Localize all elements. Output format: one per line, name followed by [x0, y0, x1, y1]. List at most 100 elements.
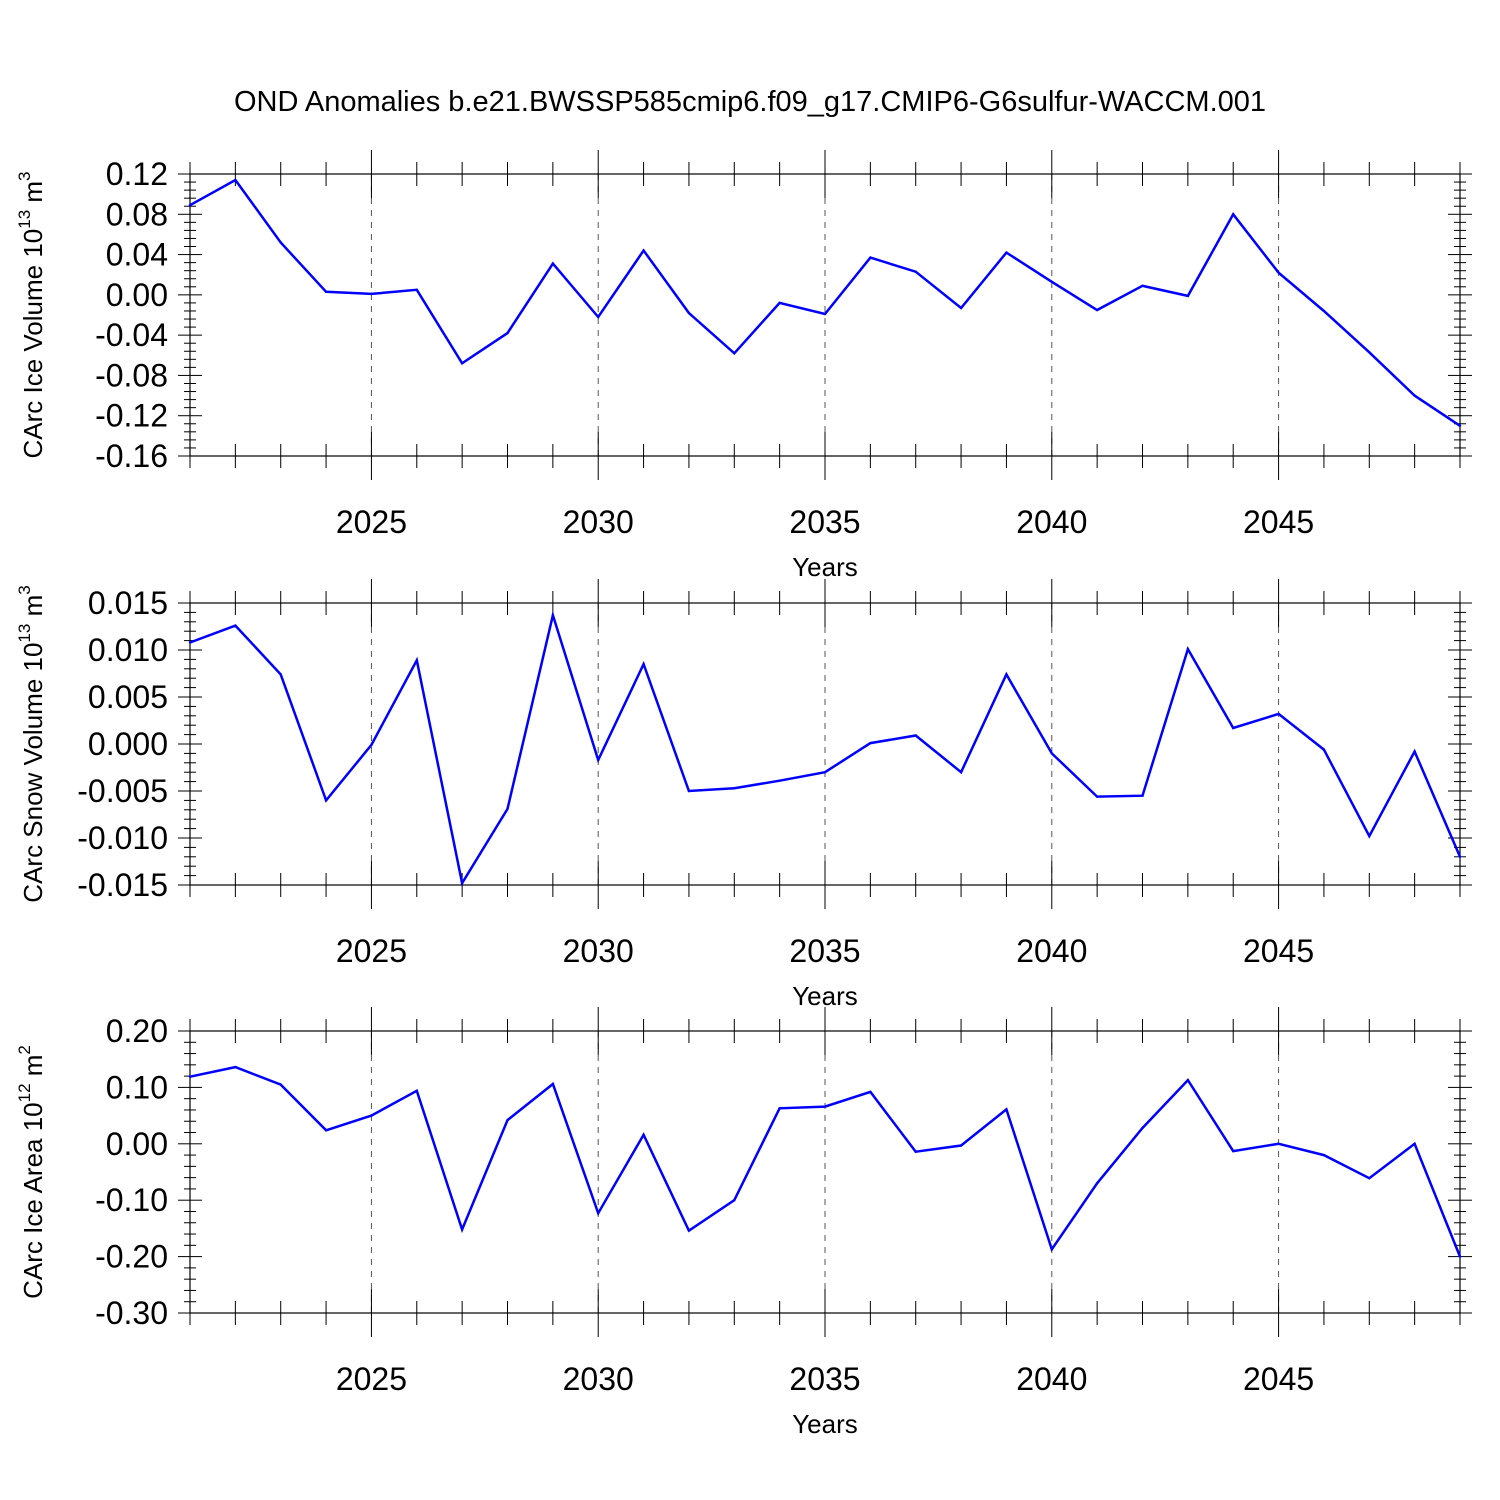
x-axis-title: Years	[792, 981, 858, 1011]
data-point	[1277, 712, 1280, 716]
data-point	[733, 1199, 736, 1202]
data-point	[1050, 280, 1053, 283]
data-point	[1186, 647, 1190, 651]
data-point	[1322, 309, 1326, 313]
data-point	[1458, 855, 1462, 858]
data-point	[506, 807, 509, 811]
data-point	[1005, 1108, 1008, 1111]
data-point	[823, 312, 827, 316]
y-tick-label: 0.20	[106, 1013, 168, 1049]
data-point	[1458, 424, 1462, 427]
data-point	[324, 799, 328, 802]
data-point	[324, 290, 328, 294]
data-point	[234, 624, 237, 627]
y-tick-label: -0.10	[95, 1182, 168, 1218]
data-point	[415, 288, 418, 292]
data-point	[1186, 294, 1190, 298]
data-point	[415, 1089, 418, 1092]
data-point	[551, 262, 555, 265]
x-tick-label: 2045	[1243, 504, 1314, 540]
x-tick-label: 2035	[789, 504, 860, 540]
data-point	[551, 1082, 555, 1086]
data-point	[778, 301, 781, 305]
x-tick-label: 2035	[789, 933, 860, 969]
y-tick-label: 0.015	[88, 585, 168, 621]
data-point	[1232, 213, 1235, 216]
data-point	[1005, 251, 1008, 254]
data-point	[959, 306, 963, 310]
data-point	[597, 315, 600, 319]
data-point	[1095, 795, 1099, 798]
y-tick-label: 0.12	[106, 156, 168, 192]
data-point	[1141, 284, 1144, 287]
y-tick-label: 0.04	[106, 237, 168, 273]
data-point	[188, 641, 192, 644]
x-tick-label: 2025	[336, 504, 407, 540]
data-point	[1095, 1182, 1099, 1185]
y-tick-label: -0.20	[95, 1239, 168, 1275]
series-line	[189, 178, 1461, 427]
data-point	[370, 292, 373, 296]
x-tick-label: 2030	[563, 933, 634, 969]
data-point	[1277, 271, 1280, 274]
data-point	[597, 758, 600, 762]
data-point	[642, 249, 645, 252]
y-tick-label: 0.005	[88, 679, 168, 715]
y-tick-label: 0.10	[106, 1069, 168, 1105]
data-point	[1050, 752, 1053, 755]
data-point	[597, 1211, 600, 1215]
x-tick-label: 2025	[336, 1361, 407, 1397]
data-point	[1095, 308, 1099, 312]
x-tick-label: 2025	[336, 933, 407, 969]
y-tick-label: -0.08	[95, 357, 168, 393]
data-point	[914, 1150, 917, 1153]
data-point	[506, 331, 509, 335]
data-point	[1050, 1248, 1053, 1251]
x-tick-label: 2040	[1016, 1361, 1087, 1397]
data-point	[279, 673, 282, 676]
data-point	[188, 1075, 192, 1078]
data-point	[234, 178, 237, 182]
x-tick-label: 2030	[563, 1361, 634, 1397]
y-tick-label: 0.000	[88, 726, 168, 762]
data-point	[1368, 351, 1371, 354]
data-point	[1141, 794, 1144, 797]
data-point	[1232, 726, 1235, 730]
data-point	[687, 789, 691, 793]
data-point	[642, 1133, 645, 1136]
data-point	[642, 662, 645, 666]
data-point	[370, 1114, 373, 1117]
y-tick-label: 0.00	[106, 1126, 168, 1162]
data-point	[1413, 394, 1416, 397]
data-point	[1368, 834, 1371, 838]
data-point	[687, 311, 691, 315]
data-point	[279, 241, 282, 244]
data-point	[460, 881, 464, 885]
data-point	[188, 204, 192, 207]
y-tick-label: -0.16	[95, 438, 168, 474]
data-point	[687, 1229, 691, 1232]
x-axis-title: Years	[792, 552, 858, 582]
data-point	[1368, 1177, 1371, 1180]
data-point	[959, 1144, 963, 1147]
y-tick-label: -0.04	[95, 317, 168, 353]
data-point	[869, 741, 872, 745]
x-tick-label: 2045	[1243, 933, 1314, 969]
data-point	[823, 771, 827, 774]
data-point	[869, 1090, 872, 1094]
x-tick-label: 2040	[1016, 933, 1087, 969]
data-point	[460, 1228, 464, 1231]
y-tick-label: 0.08	[106, 196, 168, 232]
plot-frame	[189, 1030, 1461, 1314]
data-point	[778, 779, 781, 782]
y-axis-title: CArc Snow Volume 1013 m3	[15, 585, 48, 902]
data-point	[279, 1083, 282, 1086]
y-tick-label: -0.005	[77, 773, 168, 809]
y-tick-label: -0.12	[95, 398, 168, 434]
data-point	[506, 1118, 509, 1122]
panel-snow-volume: 0.015 0.010 0.005 0.000 -0.005 -0.010 -0.015 20…	[15, 579, 1472, 1011]
data-point	[914, 734, 917, 737]
panel-ice-area: 0.20 0.10 0.00 -0.10 -0.20 -0.30 2025 2030 2035 2…	[15, 1007, 1472, 1439]
x-tick-label: 2030	[563, 504, 634, 540]
